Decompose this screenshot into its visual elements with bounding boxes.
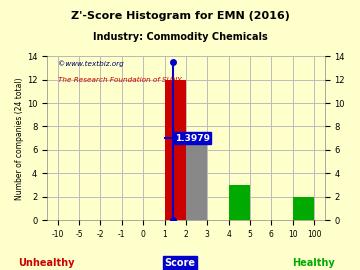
Text: Industry: Commodity Chemicals: Industry: Commodity Chemicals [93, 32, 267, 42]
Text: Unhealthy: Unhealthy [19, 258, 75, 268]
Text: ©www.textbiz.org: ©www.textbiz.org [58, 60, 123, 67]
Text: Score: Score [165, 258, 195, 268]
Text: The Research Foundation of SUNY: The Research Foundation of SUNY [58, 77, 181, 83]
Y-axis label: Number of companies (24 total): Number of companies (24 total) [15, 77, 24, 200]
Bar [186, 138, 207, 220]
Text: Z'-Score Histogram for EMN (2016): Z'-Score Histogram for EMN (2016) [71, 11, 289, 21]
Bar [229, 185, 250, 220]
Bar [165, 80, 186, 220]
Text: 1.3979: 1.3979 [175, 134, 210, 143]
Bar [293, 197, 314, 220]
Text: Healthy: Healthy [292, 258, 334, 268]
